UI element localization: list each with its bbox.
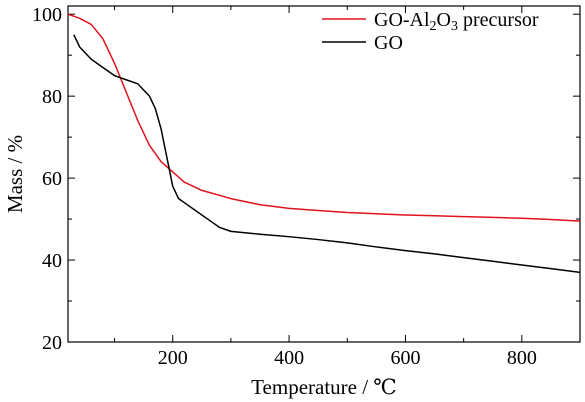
y-tick-label: 60 [42,168,62,190]
legend-label: GO [374,32,403,54]
y-axis-title: Mass / % [3,135,27,213]
y-tick-label: 20 [42,332,62,354]
axes-group [67,5,581,343]
x-axis-title: Temperature / ℃ [251,375,397,399]
y-tick-label: 40 [42,250,62,272]
x-tick-label: 400 [274,347,304,369]
plot-frame [67,5,581,343]
series-line-go-al2o3-precursor [67,13,581,222]
x-tick-label: 600 [390,347,420,369]
y-tick-label: 80 [42,86,62,108]
x-tick-label: 800 [507,347,537,369]
legend-label: GO-Al2O3 precursor [374,9,539,34]
y-tick-label: 100 [32,4,62,26]
legend-subscript: 2 [430,19,437,34]
x-tick-label: 200 [158,347,188,369]
series-line-go [73,34,581,274]
legend-subscript: 3 [451,19,458,34]
series-group [67,13,581,274]
ticks-group: 200 400 600 800 20 40 60 80 100 [32,4,580,369]
